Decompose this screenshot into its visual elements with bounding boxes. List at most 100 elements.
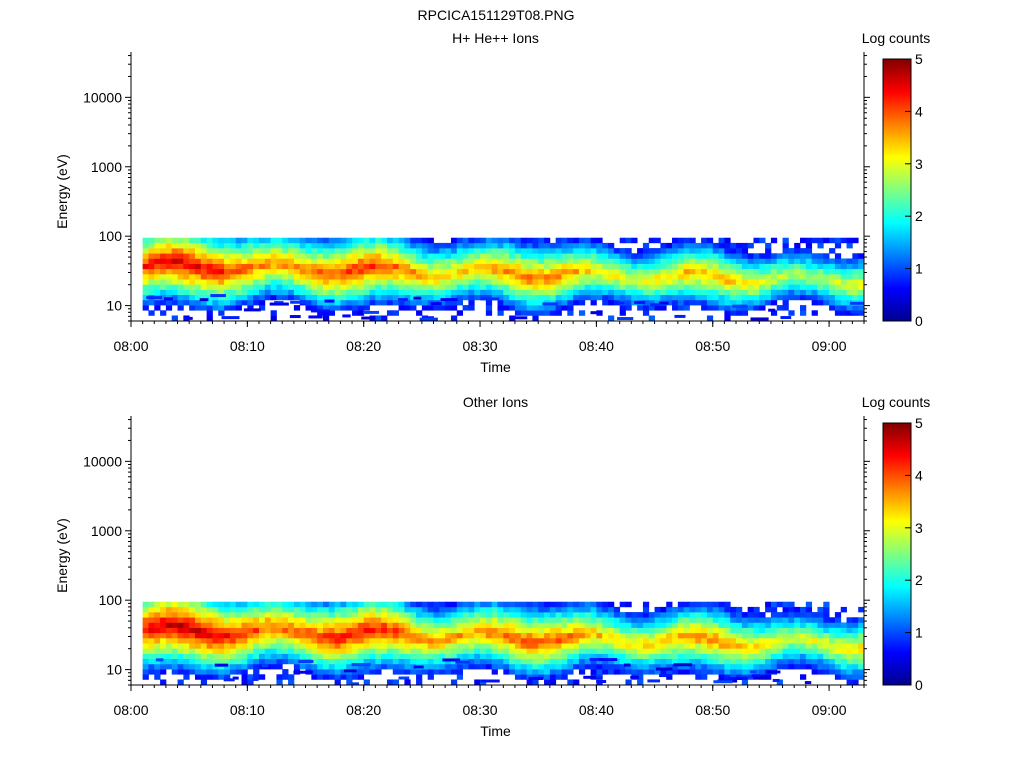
spectrogram-cell [718,305,725,311]
spectrogram-cell [701,284,708,290]
spectrogram-cell [695,669,702,675]
spectrogram-cell [590,627,597,634]
spectrogram-cell [596,258,603,264]
spectrogram-cell [480,643,487,649]
spectrogram-cell [218,632,225,639]
spectrogram-cell [619,305,626,311]
spectrogram-cell [666,674,673,680]
spectrogram-cell [497,248,504,254]
spectrogram-cell [200,632,208,639]
spectrogram-cell [555,669,562,675]
spectrogram-cell [241,263,248,270]
spectrogram-cell [212,612,219,618]
spectrogram-cell [468,627,475,634]
spectrogram-cell [171,299,178,306]
spectrogram-cell [660,263,667,270]
spectrogram-cell [276,274,283,280]
spectrogram-cell [462,305,469,311]
spectrogram-cell [468,289,475,296]
spectrogram-cell [782,663,789,670]
spectrogram-cell [427,601,434,608]
spectrogram-cell [514,263,522,270]
spectrogram-cell [386,679,394,685]
spectrogram-cell [514,612,522,618]
spectrogram-cell [194,632,202,639]
spectrogram-cell [759,305,766,311]
spectrogram-cell [165,663,173,670]
spectrogram-cell [666,258,673,264]
spectrogram-cell [357,289,365,296]
spectrogram-cell [142,612,149,618]
spectrogram-cell [154,674,161,680]
spectrogram-cell [270,638,277,644]
spectrogram-cell [491,658,498,665]
spectrogram-cell [416,258,423,264]
spectrogram-cell [514,253,522,259]
spectrogram-cell [637,643,644,649]
spectrogram-cell [794,653,801,660]
spectrogram-cell [794,258,801,264]
spectrogram-cell [573,299,580,306]
spectrogram-cell [695,658,702,665]
spectrogram-cell [800,305,807,311]
spectrogram-cell [328,274,336,280]
spectrogram-cell [811,237,818,244]
spectrogram-cell [491,627,498,634]
spectrogram-cell [817,648,824,654]
spectrogram-cell [386,606,394,613]
spectrogram-cell [386,601,394,608]
spectrogram-cell [450,263,458,270]
spectrogram-cell [660,268,667,275]
spectrogram-cell [160,279,167,285]
spectrogram-cell [642,622,650,628]
spectrogram-cell [846,289,853,296]
spectrogram-cell [142,284,149,290]
spectrogram-cell [270,601,277,608]
x-tick-label: 08:50 [695,338,730,354]
spectrogram-cell [503,274,510,280]
spectrogram-cell [573,627,580,634]
spectrogram-cell [404,289,411,296]
spectrogram-cell [823,606,830,613]
spectrogram-cell [264,622,272,628]
spectrogram-cell [555,237,562,244]
spectrogram-cell [776,638,783,644]
spectrogram-cell [491,612,498,618]
spectrogram-cell [427,279,434,285]
spectrogram-cell [456,663,463,670]
spectrogram-cell [433,274,440,280]
spectrogram-cell [154,627,161,634]
spectrogram-cell [456,606,463,613]
spectrogram-cell [608,669,615,675]
spectrogram-cell [648,263,655,270]
spectrogram-cell [142,253,149,259]
spectrogram-cell [328,305,336,311]
spectrogram-cell [683,263,690,270]
spectrogram-cell [829,237,836,244]
spectrogram-cell [660,669,667,675]
spectrogram-cell [642,268,650,275]
spectrogram-cell [544,627,551,634]
spectrogram-cell [456,299,463,306]
spectrogram-cell [229,632,237,639]
spectrogram-cell [637,279,644,285]
spectrogram-cell [369,253,376,259]
spectrogram-cell [526,294,533,301]
spectrogram-cell [421,284,429,290]
spectrogram-cell [852,263,859,270]
spectrogram-cell [567,632,574,639]
spectrogram-cell [846,263,853,270]
spectrogram-cell [253,258,260,264]
spectrogram-cell [736,663,743,670]
spectrogram-cell [293,258,301,264]
spectrogram-cell [171,279,178,285]
spectrogram-cell [567,679,574,685]
spectrogram-cell [695,242,702,249]
spectrogram-cell [555,663,562,670]
spectrogram-cell [445,648,452,654]
spectrogram-cell [392,258,400,264]
spectrogram-cell [724,601,731,608]
spectrogram-cell [206,299,213,306]
spectrogram-cell [154,669,161,675]
spectrogram-cell [288,658,295,665]
